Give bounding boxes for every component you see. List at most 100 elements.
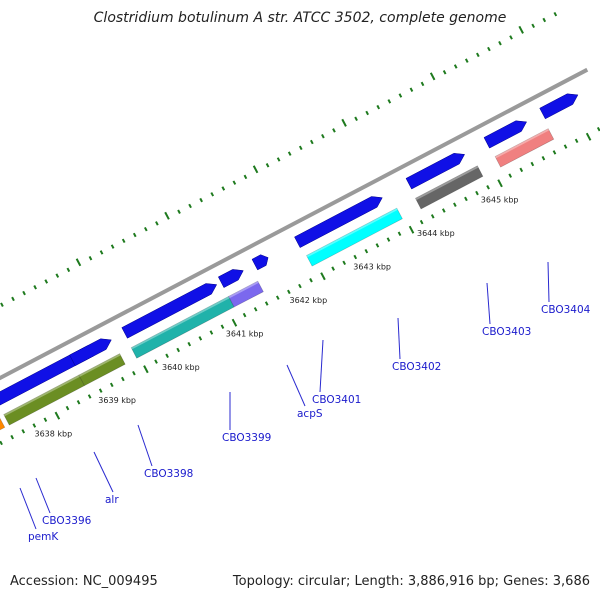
tick-mark xyxy=(309,278,313,283)
inner-tick-ring xyxy=(0,126,600,446)
feature-bar-highlight xyxy=(306,208,398,258)
gene-label-cbo3401[interactable]: CBO3401 xyxy=(312,394,361,406)
tick-mark xyxy=(375,243,380,248)
tick-mark xyxy=(275,295,280,300)
tick-mark xyxy=(252,165,259,174)
tick-mark xyxy=(341,118,347,127)
tick-mark xyxy=(320,272,326,281)
gene-label-cbo3396[interactable]: CBO3396 xyxy=(42,515,92,527)
tick-mark xyxy=(585,132,592,141)
tick-mark xyxy=(453,202,457,207)
tick-mark xyxy=(354,116,358,122)
tick-mark xyxy=(132,370,136,376)
tick-mark xyxy=(33,285,37,290)
tick-mark xyxy=(177,209,181,214)
tick-mark xyxy=(497,179,503,188)
tick-mark xyxy=(198,336,203,341)
tick-mark xyxy=(376,104,381,110)
cds-forward-arrow[interactable] xyxy=(69,338,112,367)
tick-mark xyxy=(442,70,447,75)
outer-tick-ring xyxy=(0,11,558,307)
tick-mark xyxy=(176,347,181,353)
feature-bar-cbo3402[interactable] xyxy=(306,207,403,267)
feature-bar-cbo3398[interactable] xyxy=(78,353,126,387)
gene-label-pemk[interactable]: pemK xyxy=(28,531,59,543)
cds-forward-arrow[interactable] xyxy=(217,269,244,288)
tick-mark xyxy=(132,232,137,238)
tick-mark xyxy=(110,244,115,249)
tick-mark xyxy=(321,133,325,139)
cds-forward-arrow[interactable] xyxy=(121,283,218,339)
tick-mark xyxy=(121,238,126,244)
tick-mark xyxy=(464,58,469,63)
tick-mark xyxy=(21,429,26,434)
tick-mark xyxy=(287,151,292,156)
tick-mark xyxy=(398,93,403,98)
leader-line xyxy=(319,339,324,393)
tick-mark xyxy=(0,440,3,446)
tick-mark xyxy=(65,405,70,411)
cds-forward-arrow[interactable] xyxy=(483,120,528,149)
tick-mark xyxy=(298,145,303,151)
tick-mark xyxy=(509,35,513,40)
genome-backbone xyxy=(0,67,589,381)
tick-mark xyxy=(210,192,215,197)
tick-mark xyxy=(109,382,114,388)
kbp-label: 3645 kbp xyxy=(481,195,519,204)
feature-bar-cbo3403[interactable] xyxy=(414,165,484,210)
tick-mark xyxy=(553,11,558,17)
leader-line xyxy=(397,317,401,360)
cds-forward-arrow[interactable] xyxy=(405,153,466,190)
tick-mark xyxy=(121,376,125,382)
feature-bar-acps[interactable] xyxy=(228,280,264,308)
leader-line xyxy=(547,261,550,303)
cds-forward-arrow[interactable] xyxy=(539,93,579,120)
tick-mark xyxy=(574,138,579,144)
leader-line xyxy=(286,364,306,407)
tick-mark xyxy=(87,394,92,399)
cds-forward-arrow[interactable] xyxy=(251,254,269,271)
tick-mark xyxy=(310,139,314,145)
tick-mark xyxy=(464,196,468,202)
feature-bar-highlight xyxy=(3,375,80,417)
tick-mark xyxy=(552,150,557,155)
kbp-label: 3638 kbp xyxy=(35,430,73,439)
tick-mark xyxy=(164,211,170,220)
gene-label-acps[interactable]: acpS xyxy=(297,408,323,420)
gene-label-cbo3399[interactable]: CBO3399 xyxy=(222,432,271,444)
gene-labels[interactable]: pemK CBO3396 alr CBO3398 CBO3399 acpS CBO3401 C… xyxy=(19,261,591,543)
gene-label-alr[interactable]: alr xyxy=(105,494,119,506)
tick-mark xyxy=(10,434,14,440)
tick-mark xyxy=(298,283,302,289)
tick-mark xyxy=(596,126,600,132)
tick-mark xyxy=(531,23,535,29)
leader-line xyxy=(486,282,491,325)
tick-mark xyxy=(541,155,546,161)
map-title: Clostridium botulinum A str. ATCC 3502, … xyxy=(93,10,507,26)
cds-forward-arrow[interactable] xyxy=(294,196,383,248)
tick-mark xyxy=(22,290,26,296)
tick-mark xyxy=(486,185,490,190)
tick-mark xyxy=(265,163,270,168)
gene-label-cbo3398[interactable]: CBO3398 xyxy=(144,468,193,480)
kbp-label: 3644 kbp xyxy=(417,229,455,238)
tick-mark xyxy=(188,203,192,209)
tick-mark xyxy=(44,279,49,284)
gene-label-cbo3402[interactable]: CBO3402 xyxy=(392,361,441,373)
kbp-label: 3641 kbp xyxy=(226,329,264,338)
tick-mark xyxy=(365,110,369,116)
gene-label-cbo3404[interactable]: CBO3404 xyxy=(541,304,591,316)
tick-mark xyxy=(518,25,524,34)
tick-mark xyxy=(530,161,535,167)
gene-label-cbo3403[interactable]: CBO3403 xyxy=(482,326,531,338)
tick-mark xyxy=(332,128,336,133)
feature-bar-alr[interactable] xyxy=(3,374,85,426)
feature-bar-cbo3404[interactable] xyxy=(494,128,555,168)
tick-mark xyxy=(243,174,248,180)
tick-mark xyxy=(231,318,238,327)
tick-mark xyxy=(487,46,491,52)
tick-mark xyxy=(155,221,159,226)
feature-bar-cbo3396[interactable] xyxy=(0,417,6,441)
